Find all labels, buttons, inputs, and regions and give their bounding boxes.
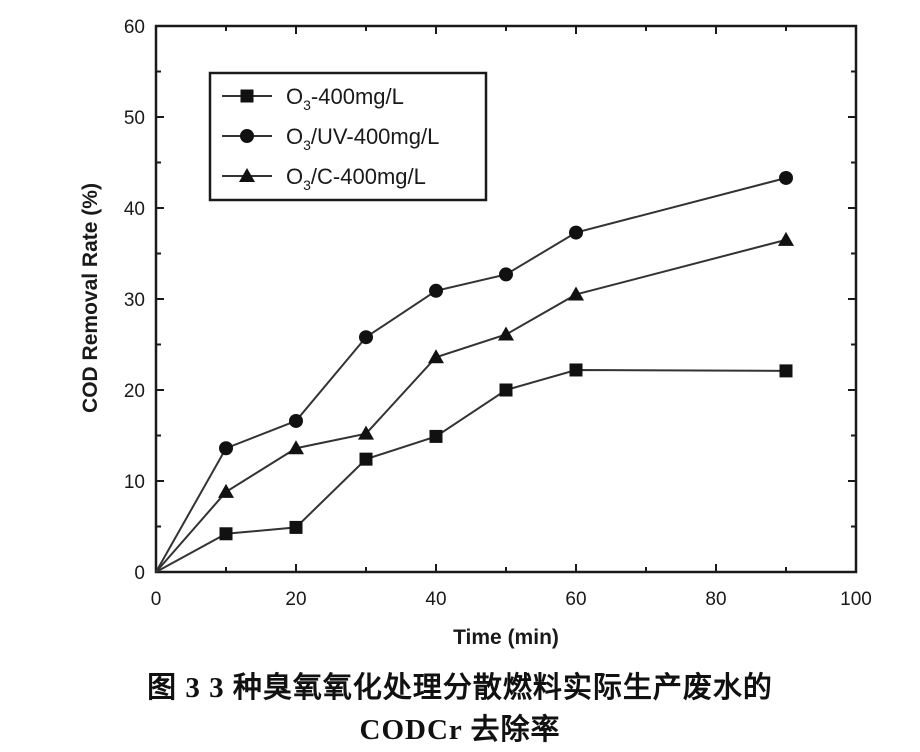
x-tick-label: 80 [705,589,726,610]
legend-label: O3/UV-400mg/L [286,124,439,153]
x-tick-label: 0 [151,589,162,610]
legend-label: O3/C-400mg/L [286,164,426,193]
x-tick-label: 20 [285,589,306,610]
figure-caption-line-2: CODCr 去除率 [359,714,561,746]
data-point [779,170,793,185]
series-line [155,177,787,573]
series-layer [155,170,794,573]
legend-entry: O3-400mg/L [222,84,404,113]
data-point [219,441,233,456]
data-point [429,283,443,298]
legend-marker [239,168,255,182]
data-point [218,483,234,498]
data-point [499,267,513,282]
series-circle [155,170,793,573]
y-tick-label: 60 [124,17,145,38]
series-line [155,368,787,573]
y-tick-label: 30 [124,290,145,311]
data-point [499,383,513,397]
data-point [569,363,583,377]
data-point [779,364,793,378]
legend-marker [240,89,254,103]
legend-entry: O3/C-400mg/L [222,164,426,193]
y-axis-label: COD Removal Rate (%) [79,183,102,413]
legend-entry: O3/UV-400mg/L [222,124,439,153]
data-point [429,429,443,443]
x-tick-label: 100 [840,589,872,610]
data-point [288,440,304,455]
y-tick-label: 50 [124,108,145,129]
x-axis-label: Time (min) [453,626,559,649]
series-square [155,363,793,573]
y-tick-label: 0 [134,563,145,584]
y-tick-label: 40 [124,199,145,220]
data-point [219,527,233,541]
legend-label: O3-400mg/L [286,84,404,113]
axes: 0 20 40 60 80 100 0 10 20 30 40 50 60 [124,17,872,610]
data-point [498,326,514,341]
legend-marker [240,129,254,143]
figure-caption-line-1: 图 3 3 种臭氧氧化处理分散燃料实际生产废水的 [147,672,773,704]
x-tick-label: 40 [425,589,446,610]
data-point [428,349,444,364]
series-triangle [155,231,794,573]
data-point [289,413,303,428]
data-point [359,452,373,466]
data-point [289,520,303,534]
y-tick-label: 20 [124,381,145,402]
data-point [568,286,584,301]
y-tick-label: 10 [124,472,145,493]
data-point [358,425,374,440]
data-point [778,231,794,246]
legend: O3-400mg/L O3/UV-400mg/L O3/C-400mg/L [208,71,488,202]
x-tick-label: 60 [565,589,586,610]
series-line [155,238,787,573]
data-point [569,225,583,240]
data-point [359,330,373,345]
